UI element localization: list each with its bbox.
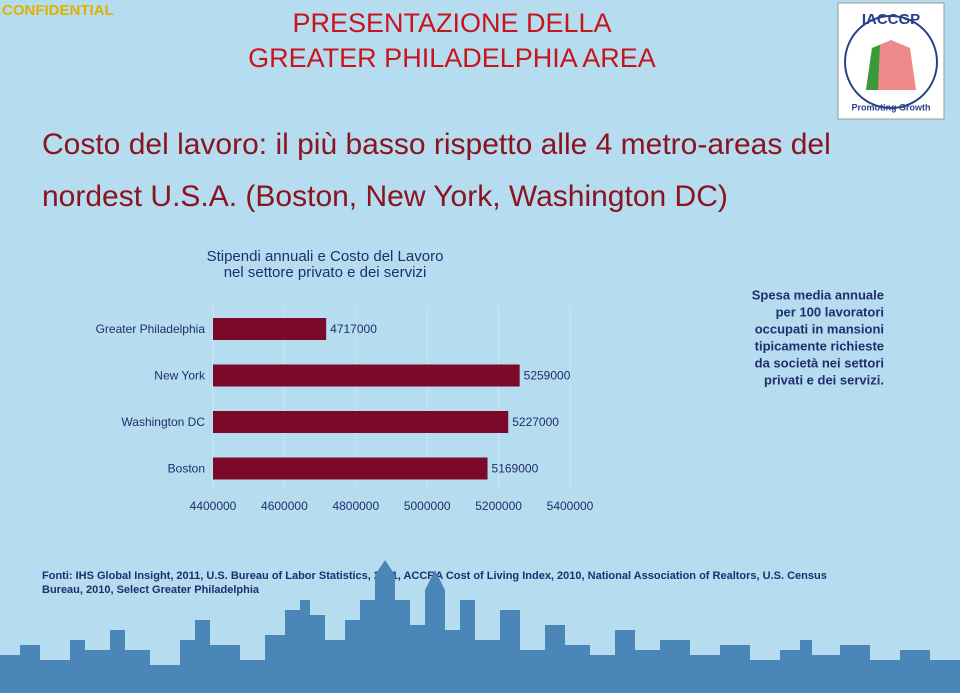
- confidential-label: CONFIDENTIAL: [2, 2, 114, 19]
- x-tick-label: 5200000: [475, 499, 522, 513]
- headline-line: Costo del lavoro: il più basso rispetto …: [42, 128, 831, 161]
- bar: [213, 457, 488, 480]
- annotation-line: occupati in mansioni: [755, 321, 884, 336]
- chart-title: Stipendi annuali e Costo del Lavoro: [207, 248, 444, 265]
- x-tick-label: 4600000: [261, 499, 308, 513]
- data-label: 5169000: [492, 462, 539, 476]
- title-line: PRESENTAZIONE DELLA: [292, 8, 611, 38]
- y-tick-label: Washington DC: [121, 415, 205, 429]
- y-tick-label: Greater Philadelphia: [96, 322, 206, 336]
- logo-green: [866, 45, 880, 90]
- y-tick-label: New York: [154, 369, 206, 383]
- y-tick-label: Boston: [168, 462, 205, 476]
- headline-line: nordest U.S.A. (Boston, New York, Washin…: [42, 180, 728, 213]
- skyline: [0, 560, 960, 693]
- title-line: GREATER PHILADELPHIA AREA: [248, 43, 656, 73]
- logo-name: IACCGP: [862, 11, 920, 28]
- data-label: 5227000: [512, 415, 559, 429]
- bar: [213, 364, 520, 387]
- logo-ring: [844, 15, 938, 109]
- data-label: 4717000: [330, 322, 377, 336]
- x-tick-label: 5000000: [404, 499, 451, 513]
- data-label: 5259000: [524, 369, 571, 383]
- annotation-line: per 100 lavoratori: [776, 304, 884, 319]
- bar: [213, 318, 327, 340]
- logo-motto: Promoting Growth: [852, 102, 931, 112]
- x-tick-label: 4800000: [332, 499, 379, 513]
- x-tick-label: 5400000: [547, 499, 594, 513]
- annotation-line: privati e dei servizi.: [764, 372, 884, 387]
- x-tick-label: 4400000: [190, 499, 237, 513]
- annotation-line: da società nei settori: [755, 355, 884, 370]
- annotation: Spesa media annuale per 100 lavoratori occ…: [752, 287, 884, 387]
- annotation-line: Spesa media annuale: [752, 287, 884, 302]
- sources-line: Bureau, 2010, Select Greater Philadelphi…: [42, 584, 260, 596]
- chart-subtitle: nel settore privato e dei servizi: [224, 264, 427, 281]
- logo: IACCGP Promoting Growth: [837, 2, 945, 120]
- annotation-line: tipicamente richieste: [755, 338, 884, 353]
- bar: [213, 411, 509, 433]
